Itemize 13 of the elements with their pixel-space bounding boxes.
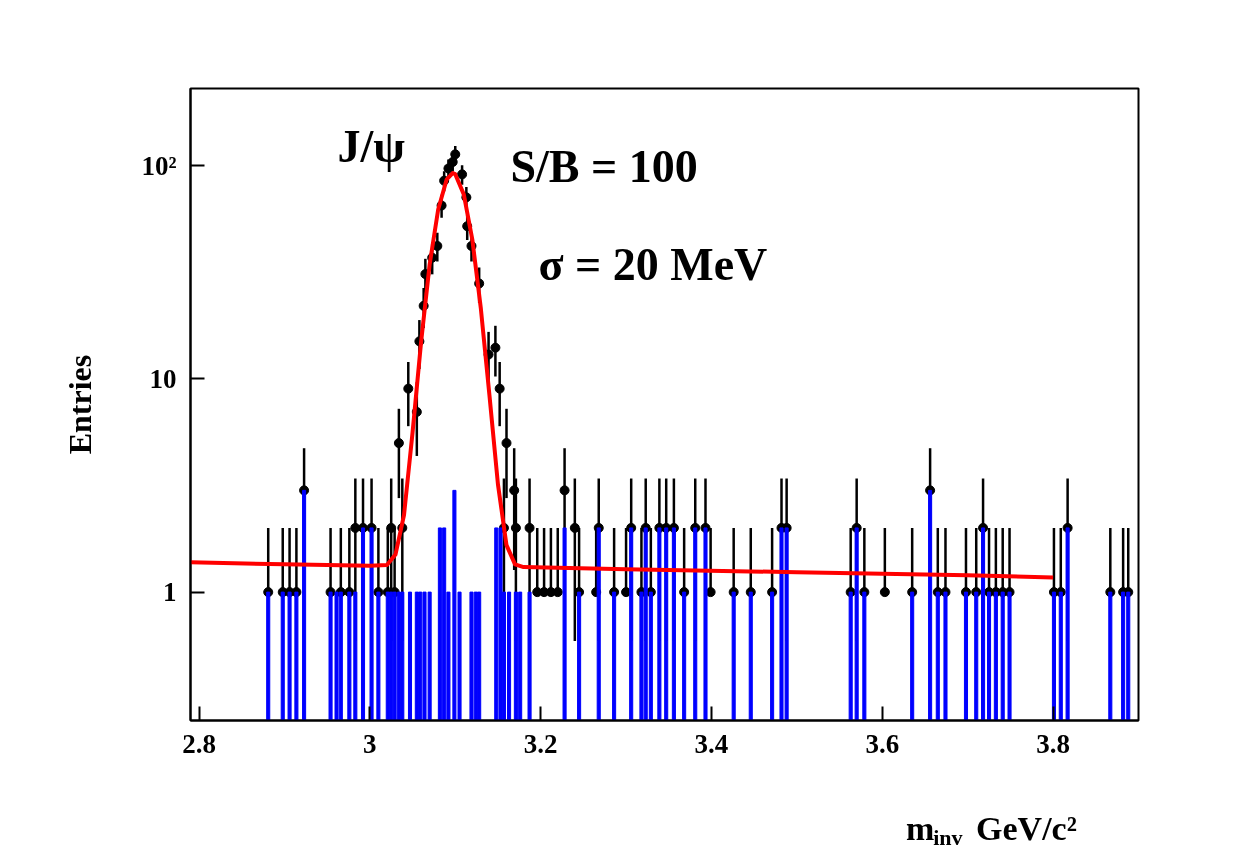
y-tick-label: 1 [163, 577, 177, 608]
x-tick-label: 3 [363, 728, 377, 759]
y-tick-label: 10² [141, 150, 177, 181]
x-tick-label: 3.2 [523, 728, 558, 759]
annotation: σ = 20 MeV [538, 238, 768, 290]
x-tick-label: 3.6 [865, 728, 900, 759]
annotation: J/ψ [337, 120, 406, 172]
annotation: S/B = 100 [510, 140, 698, 192]
y-axis-title: Entries [62, 354, 99, 455]
x-tick-label: 3.8 [1036, 728, 1070, 759]
x-tick-label: 2.8 [182, 728, 216, 759]
y-tick-label: 10 [149, 363, 177, 394]
x-tick-label: 3.4 [694, 728, 729, 759]
